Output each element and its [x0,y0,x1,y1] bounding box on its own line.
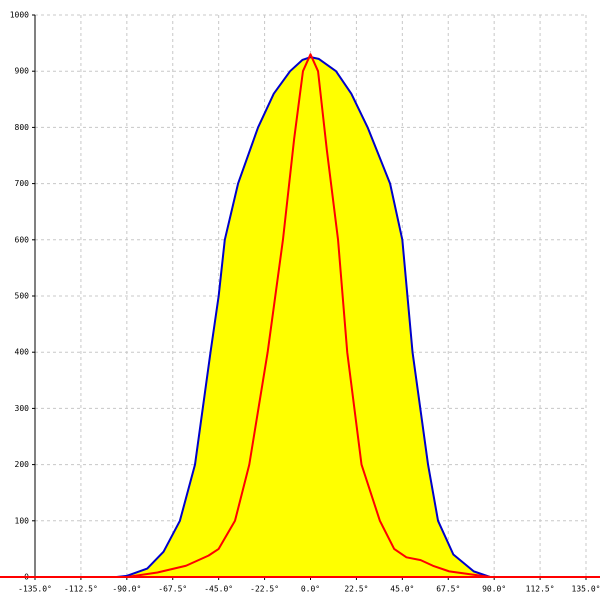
x-tick-label: 135.0° [572,585,600,594]
area [115,56,506,578]
y-tick-label: 700 [15,179,30,188]
x-tick-label: -135.0° [18,585,52,594]
x-tick-label: -112.5° [64,585,98,594]
y-tick-label: 100 [15,516,30,525]
x-tick-label: 112.5° [526,585,555,594]
x-tick-label: 0.0° [301,585,320,594]
x-tick-label: -22.5° [250,585,279,594]
x-tick-label: -67.5° [158,585,187,594]
y-tick-label: 300 [15,404,30,413]
x-tick-label: 67.5° [436,585,460,594]
y-tick-label: 800 [15,123,30,132]
x-tick-label: -90.0° [112,585,141,594]
x-tick-label: -45.0° [204,585,233,594]
x-tick-label: 22.5° [344,585,368,594]
y-tick-label: 400 [15,348,30,357]
line [116,53,505,578]
y-tick-label: 600 [15,235,30,244]
y-tick-label: 200 [15,460,30,469]
y-tick-label: 1000 [10,11,29,20]
x-tick-label: 90.0° [482,585,506,594]
y-tick-label: 900 [15,67,30,76]
x-tick-label: 45.0° [390,585,414,594]
y-tick-label: 500 [15,292,30,301]
